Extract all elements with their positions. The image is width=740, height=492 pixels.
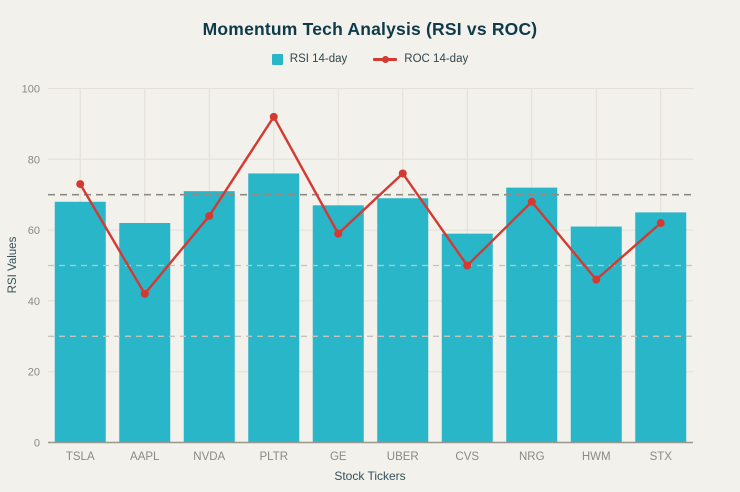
marker-PLTR[interactable]: [269, 112, 278, 121]
rsi-bars: [54, 173, 687, 443]
marker-AAPL[interactable]: [140, 289, 149, 298]
x-axis-title: Stock Tickers: [334, 469, 405, 483]
marker-NVDA[interactable]: [205, 211, 214, 220]
y-tick-label: 0: [34, 438, 40, 450]
roc-line[interactable]: [79, 115, 662, 296]
y-tick-labels: 0 20 40 60 80 100: [22, 84, 40, 450]
x-tick-label-TSLA: TSLA: [66, 451, 95, 463]
bar-UBER[interactable]: [377, 198, 429, 443]
y-tick-label: 80: [28, 154, 40, 166]
y-axis-title: RSI Values: [7, 236, 19, 293]
x-tick-label-AAPL: AAPL: [130, 451, 160, 463]
bar-PLTR[interactable]: [248, 173, 300, 443]
bar-STX[interactable]: [635, 212, 687, 443]
bar-TSLA[interactable]: [54, 201, 106, 443]
x-tick-label-GE: GE: [330, 451, 347, 463]
x-tick-label-NRG: NRG: [519, 451, 545, 463]
rsi-swatch-icon: [271, 53, 283, 65]
roc-line-marker-icon: [373, 55, 398, 64]
reference-lines: [48, 193, 693, 337]
y-tick-label: 60: [28, 225, 40, 237]
roc-markers: [76, 112, 665, 298]
x-tick-label-UBER: UBER: [387, 451, 419, 463]
y-tick-label: 100: [22, 84, 40, 96]
x-tick-label-CVS: CVS: [455, 451, 479, 463]
x-tick-label-HWM: HWM: [582, 451, 611, 463]
legend-item-roc[interactable]: ROC 14-day: [373, 53, 468, 65]
x-tick-label-PLTR: PLTR: [259, 451, 288, 463]
bar-HWM[interactable]: [570, 226, 622, 443]
y-tick-label: 40: [28, 296, 40, 308]
bar-AAPL[interactable]: [119, 223, 171, 443]
legend-label-roc: ROC 14-day: [404, 53, 469, 65]
legend-item-rsi[interactable]: RSI 14-day: [271, 53, 348, 65]
chart-title: Momentum Tech Analysis (RSI vs ROC): [202, 19, 538, 39]
marker-UBER[interactable]: [398, 169, 407, 178]
bar-NRG[interactable]: [506, 187, 558, 443]
marker-HWM[interactable]: [592, 275, 601, 284]
bar-NVDA[interactable]: [183, 191, 235, 443]
x-tick-label-STX: STX: [650, 451, 673, 463]
marker-TSLA[interactable]: [76, 180, 85, 189]
marker-GE[interactable]: [334, 229, 343, 238]
y-tick-label: 20: [28, 367, 40, 379]
marker-STX[interactable]: [656, 219, 665, 228]
bar-GE[interactable]: [312, 205, 364, 443]
marker-CVS[interactable]: [463, 261, 472, 270]
chart-legend: RSI 14-day ROC 14-day: [0, 53, 740, 65]
x-tick-label-NVDA: NVDA: [193, 451, 225, 463]
marker-NRG[interactable]: [527, 197, 536, 206]
x-tick-labels: TSLA AAPL NVDA PLTR GE UBER CVS NRG HWM STX: [66, 451, 672, 463]
legend-label-rsi: RSI 14-day: [289, 53, 348, 65]
